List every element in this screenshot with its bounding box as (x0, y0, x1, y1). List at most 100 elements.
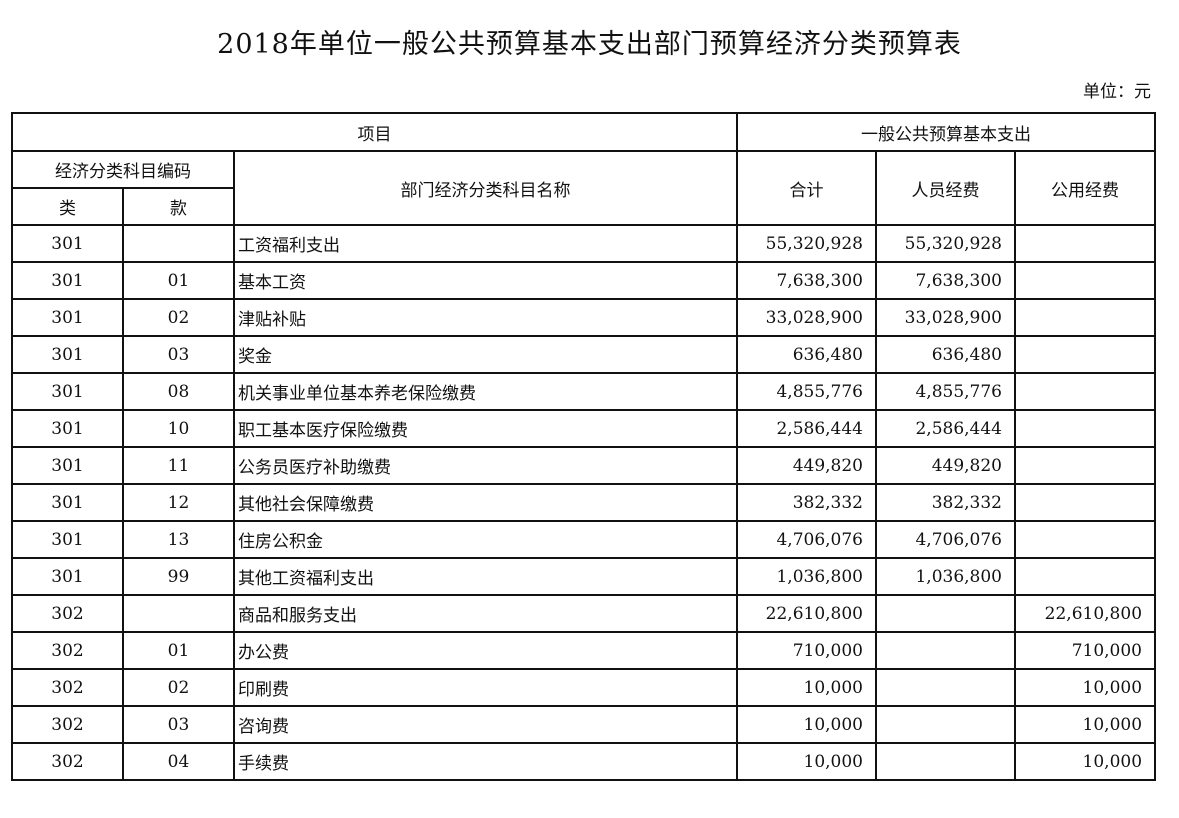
cell-kuan: 03 (122, 705, 235, 744)
table-row: 301 08 机关事业单位基本养老保险缴费 4,855,776 4,855,776 (11, 372, 1157, 411)
cell-name: 手续费 (233, 742, 738, 781)
table-row: 301 13 住房公积金 4,706,076 4,706,076 (11, 520, 1157, 559)
cell-public (1013, 483, 1157, 522)
cell-total: 1,036,800 (736, 557, 877, 596)
cell-name: 印刷费 (233, 668, 738, 707)
cell-total: 449,820 (736, 446, 877, 485)
cell-kuan: 04 (122, 742, 235, 781)
cell-total: 55,320,928 (736, 224, 877, 263)
cell-total: 22,610,800 (736, 594, 877, 633)
header-row-2: 经济分类科目编码 部门经济分类科目名称 合计 人员经费 公用经费 (11, 150, 1157, 226)
header-kuan: 款 (122, 187, 235, 226)
cell-lei: 301 (11, 483, 124, 522)
cell-name: 工资福利支出 (233, 224, 738, 263)
cell-kuan: 01 (122, 261, 235, 300)
header-name: 部门经济分类科目名称 (233, 150, 738, 226)
cell-public: 10,000 (1013, 742, 1157, 781)
table-row: 302 02 印刷费 10,000 10,000 (11, 668, 1157, 707)
header-row-3: 类 款 (11, 187, 1155, 226)
cell-public (1013, 335, 1157, 374)
cell-personnel (875, 631, 1016, 670)
cell-public (1013, 224, 1157, 263)
cell-kuan (122, 224, 235, 263)
header-personnel: 人员经费 (875, 150, 1016, 226)
cell-lei: 301 (11, 335, 124, 374)
table-row: 301 02 津贴补贴 33,028,900 33,028,900 (11, 298, 1157, 337)
cell-personnel: 7,638,300 (875, 261, 1016, 300)
cell-lei: 301 (11, 372, 124, 411)
cell-lei: 302 (11, 631, 124, 670)
table-row: 301 10 职工基本医疗保险缴费 2,586,444 2,586,444 (11, 409, 1157, 448)
cell-total: 10,000 (736, 742, 877, 781)
header-budget-group: 一般公共预算基本支出 (735, 112, 1157, 152)
table-row: 302 04 手续费 10,000 10,000 (11, 742, 1157, 781)
cell-total: 4,706,076 (736, 520, 877, 559)
cell-total: 10,000 (736, 668, 877, 707)
cell-personnel (875, 742, 1016, 781)
cell-lei: 302 (11, 668, 124, 707)
table-row: 301 11 公务员医疗补助缴费 449,820 449,820 (11, 446, 1157, 485)
cell-lei: 302 (11, 742, 124, 781)
page-title: 2018年单位一般公共预算基本支出部门预算经济分类预算表 (217, 29, 962, 60)
header-lei: 类 (11, 187, 124, 226)
cell-total: 10,000 (736, 705, 877, 744)
cell-public (1013, 372, 1157, 411)
table-row: 302 03 咨询费 10,000 10,000 (11, 705, 1157, 744)
cell-personnel: 33,028,900 (875, 298, 1016, 337)
header-total: 合计 (736, 150, 877, 226)
cell-kuan: 13 (122, 520, 235, 559)
budget-table: 项目 一般公共预算基本支出 经济分类科目编码 部门经济分类科目名称 合计 人员经… (11, 112, 1157, 781)
cell-name: 住房公积金 (233, 520, 738, 559)
unit-label: 单位：元 (1083, 82, 1151, 102)
cell-public: 22,610,800 (1013, 594, 1157, 633)
cell-total: 636,480 (736, 335, 877, 374)
cell-name: 津贴补贴 (233, 298, 738, 337)
cell-personnel: 449,820 (875, 446, 1016, 485)
cell-personnel (875, 668, 1016, 707)
cell-total: 7,638,300 (736, 261, 877, 300)
cell-kuan: 11 (122, 446, 235, 485)
cell-total: 4,855,776 (736, 372, 877, 411)
cell-kuan: 02 (122, 298, 235, 337)
cell-personnel: 2,586,444 (875, 409, 1016, 448)
cell-kuan: 02 (122, 668, 235, 707)
table-row: 301 工资福利支出 55,320,928 55,320,928 (11, 224, 1157, 263)
cell-personnel: 1,036,800 (875, 557, 1016, 596)
cell-kuan (122, 594, 235, 633)
cell-public (1013, 557, 1157, 596)
cell-kuan: 08 (122, 372, 235, 411)
cell-total: 382,332 (736, 483, 877, 522)
cell-name: 商品和服务支出 (233, 594, 738, 633)
cell-public (1013, 261, 1157, 300)
cell-public (1013, 298, 1157, 337)
cell-personnel: 636,480 (875, 335, 1016, 374)
cell-lei: 301 (11, 520, 124, 559)
cell-personnel (875, 705, 1016, 744)
cell-kuan: 12 (122, 483, 235, 522)
header-row-1: 项目 一般公共预算基本支出 (11, 112, 1157, 152)
table-row: 301 99 其他工资福利支出 1,036,800 1,036,800 (11, 557, 1157, 596)
cell-kuan: 99 (122, 557, 235, 596)
cell-name: 公务员医疗补助缴费 (233, 446, 738, 485)
cell-personnel (875, 594, 1016, 633)
cell-name: 奖金 (233, 335, 738, 374)
cell-total: 2,586,444 (736, 409, 877, 448)
cell-public: 710,000 (1013, 631, 1157, 670)
cell-personnel: 55,320,928 (875, 224, 1016, 263)
cell-public: 10,000 (1013, 705, 1157, 744)
header-project: 项目 (11, 112, 738, 152)
cell-public (1013, 446, 1157, 485)
table-row: 301 12 其他社会保障缴费 382,332 382,332 (11, 483, 1157, 522)
cell-name: 其他社会保障缴费 (233, 483, 738, 522)
cell-lei: 301 (11, 446, 124, 485)
cell-lei: 301 (11, 261, 124, 300)
cell-name: 职工基本医疗保险缴费 (233, 409, 738, 448)
table-row: 301 01 基本工资 7,638,300 7,638,300 (11, 261, 1157, 300)
cell-total: 33,028,900 (736, 298, 877, 337)
table-row: 302 01 办公费 710,000 710,000 (11, 631, 1157, 670)
cell-lei: 301 (11, 298, 124, 337)
table-row: 301 03 奖金 636,480 636,480 (11, 335, 1157, 374)
header-econ-code: 经济分类科目编码 (11, 150, 235, 189)
cell-kuan: 01 (122, 631, 235, 670)
cell-public (1013, 520, 1157, 559)
